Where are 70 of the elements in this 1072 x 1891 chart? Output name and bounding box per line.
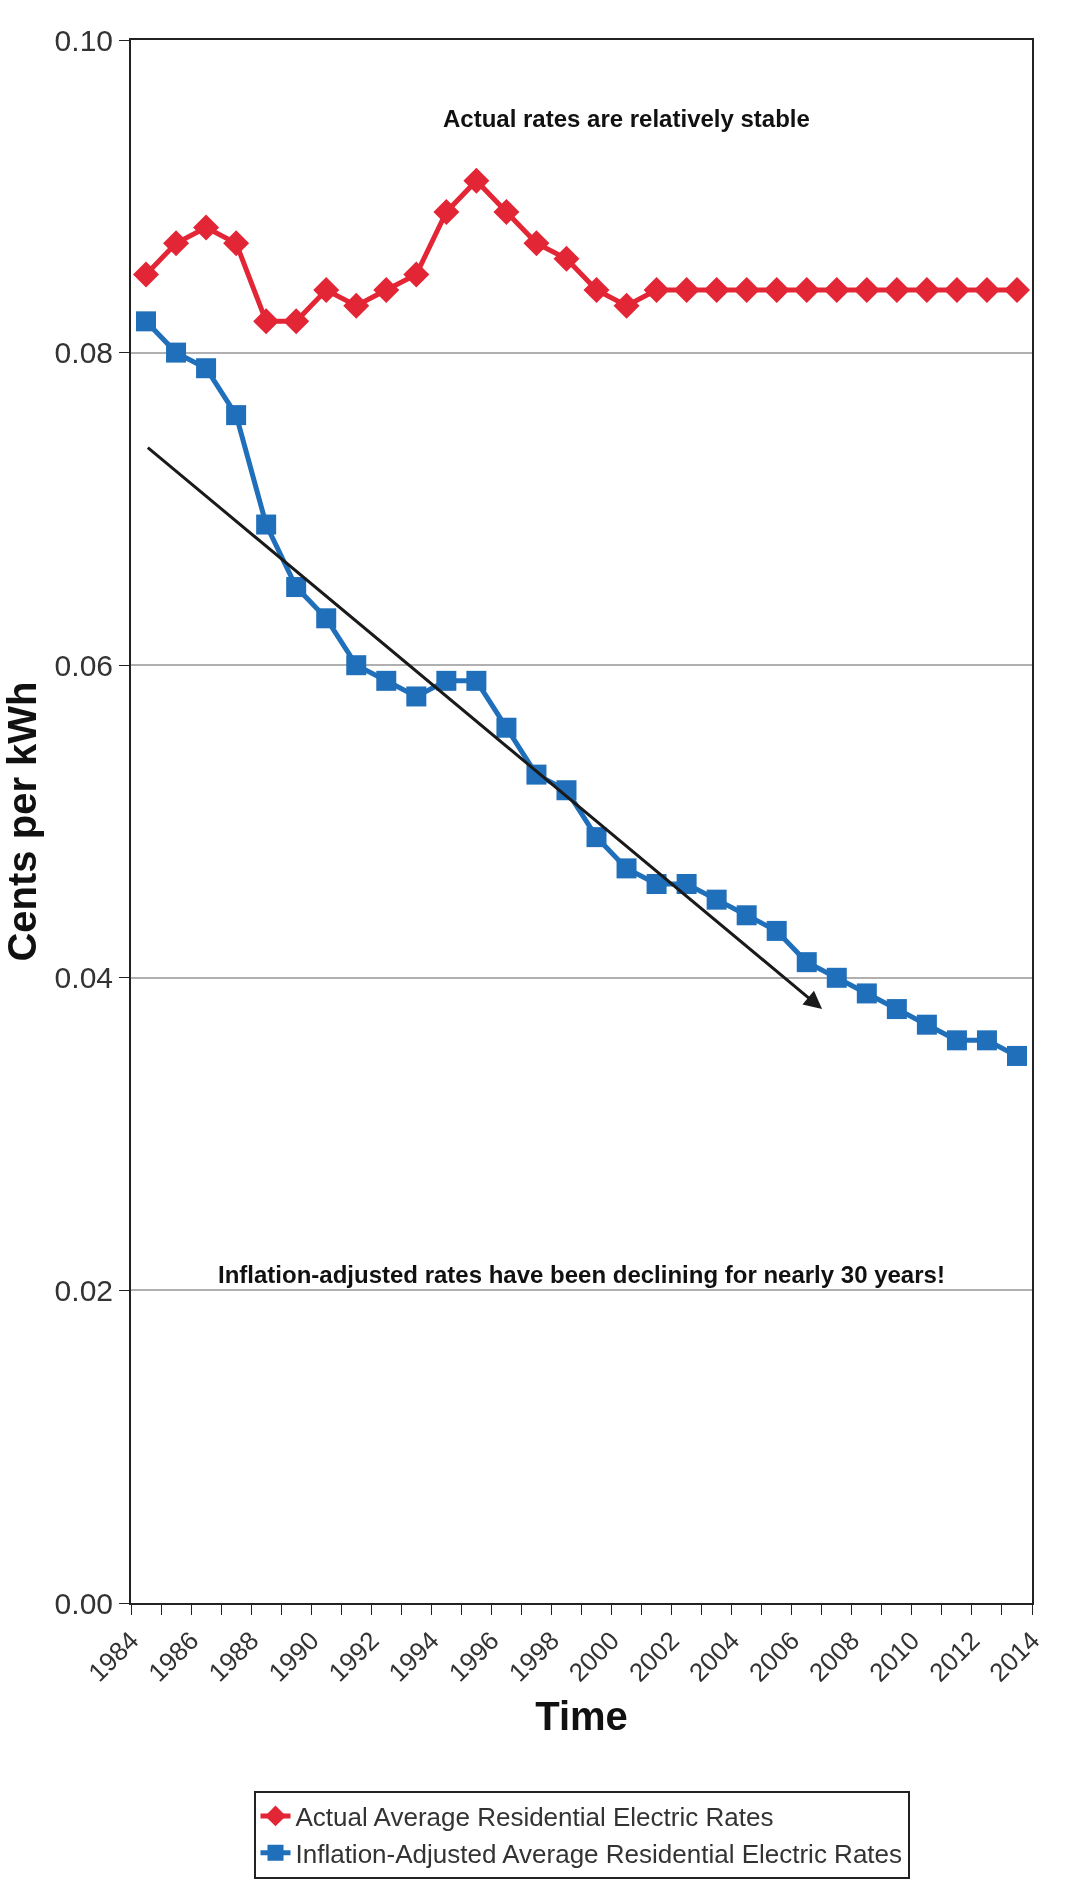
y-tick-label: 0.04	[54, 961, 113, 995]
point	[613, 292, 640, 319]
point	[193, 214, 220, 241]
point	[976, 1030, 997, 1051]
point	[136, 311, 157, 332]
point	[883, 277, 910, 304]
point	[646, 874, 667, 895]
point	[346, 655, 367, 676]
point	[973, 277, 1000, 304]
annotation: Inflation-adjusted rates have been declining for nearly 30 years!	[218, 1261, 945, 1288]
point	[913, 277, 940, 304]
point	[916, 1014, 937, 1035]
legend-label: Actual Average Residential Electric Rates	[295, 1802, 774, 1833]
point	[466, 670, 487, 691]
point	[763, 277, 790, 304]
point	[856, 983, 877, 1004]
point	[946, 1030, 967, 1051]
point	[223, 230, 250, 257]
point	[376, 670, 397, 691]
point	[943, 277, 970, 304]
point	[766, 920, 787, 941]
point	[373, 277, 400, 304]
point	[406, 686, 427, 707]
point	[823, 277, 850, 304]
y-tick-label: 0.06	[54, 648, 113, 682]
point	[673, 277, 700, 304]
point	[196, 358, 217, 379]
point	[886, 999, 907, 1020]
point	[826, 967, 847, 988]
point	[253, 308, 280, 335]
y-tick-label: 0.10	[54, 23, 113, 57]
point	[853, 277, 880, 304]
legend-label: Inflation-Adjusted Average Residential Electric Rates	[295, 1838, 903, 1869]
y-axis-title: Cents per kWh	[0, 681, 44, 962]
point	[496, 717, 517, 738]
point	[583, 277, 610, 304]
point	[1003, 277, 1030, 304]
annotation: Actual rates are relatively stable	[443, 105, 810, 132]
point	[796, 952, 817, 973]
point	[736, 905, 757, 926]
point	[586, 827, 607, 848]
point	[676, 874, 697, 895]
point	[166, 342, 187, 363]
y-tick-label: 0.02	[54, 1273, 113, 1307]
point	[316, 608, 337, 629]
point	[343, 292, 370, 319]
point	[493, 198, 520, 225]
point	[703, 277, 730, 304]
point	[1006, 1045, 1027, 1066]
point	[523, 230, 550, 257]
point	[793, 277, 820, 304]
y-tick-label: 0.00	[54, 1586, 113, 1620]
point	[433, 198, 460, 225]
x-axis-title: Time	[535, 1693, 628, 1738]
point	[286, 577, 307, 598]
point	[403, 261, 430, 288]
point	[163, 230, 190, 257]
point	[733, 277, 760, 304]
point	[463, 167, 490, 194]
point	[256, 514, 277, 535]
point	[226, 405, 247, 426]
point	[283, 308, 310, 335]
point	[643, 277, 670, 304]
point	[706, 889, 727, 910]
point	[436, 670, 457, 691]
point	[313, 277, 340, 304]
point	[553, 245, 580, 272]
point	[616, 858, 637, 879]
point	[133, 261, 160, 288]
y-tick-label: 0.08	[54, 336, 113, 370]
